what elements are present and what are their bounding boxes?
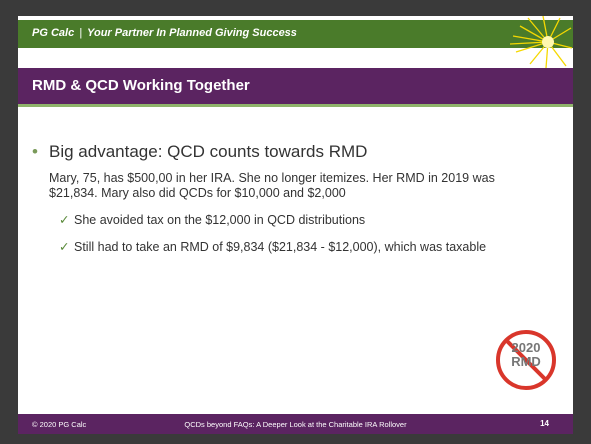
title-band: RMD & QCD Working Together — [18, 68, 573, 107]
check-item: She avoided tax on the $12,000 in QCD di… — [59, 213, 534, 228]
company: PG Calc — [32, 27, 75, 39]
icon-year: 2020 — [511, 340, 541, 355]
tagline: PG Calc | Your Partner In Planned Giving S… — [32, 27, 297, 39]
bullet: Big advantage: QCD counts towards RMD — [32, 141, 552, 163]
slide: PG Calc | Your Partner In Planned Giving S… — [18, 16, 573, 434]
starburst — [509, 16, 573, 68]
icon-label: 2020 RMD — [496, 341, 556, 369]
footer: © 2020 PG Calc QCDs beyond FAQs: A Deepe… — [18, 414, 573, 434]
icon-word: RMD — [511, 354, 541, 369]
check-item: Still had to take an RMD of $9,834 ($21,… — [59, 240, 534, 255]
separator: | — [79, 27, 83, 39]
no-rmd-icon — [496, 330, 556, 390]
presentation-title: QCDs beyond FAQs: A Deeper Look at the C… — [184, 420, 407, 429]
slogan: Your Partner In Planned Giving Success — [87, 27, 297, 39]
slide-title: RMD & QCD Working Together — [32, 77, 250, 94]
header-band: PG Calc | Your Partner In Planned Giving S… — [18, 20, 573, 48]
copyright: © 2020 PG Calc — [32, 420, 87, 429]
paragraph: Mary, 75, has $500,00 in her IRA. She no… — [49, 171, 495, 200]
content: Big advantage: QCD counts towards RMD Ma… — [32, 141, 552, 255]
page-number: 14 — [540, 419, 549, 428]
